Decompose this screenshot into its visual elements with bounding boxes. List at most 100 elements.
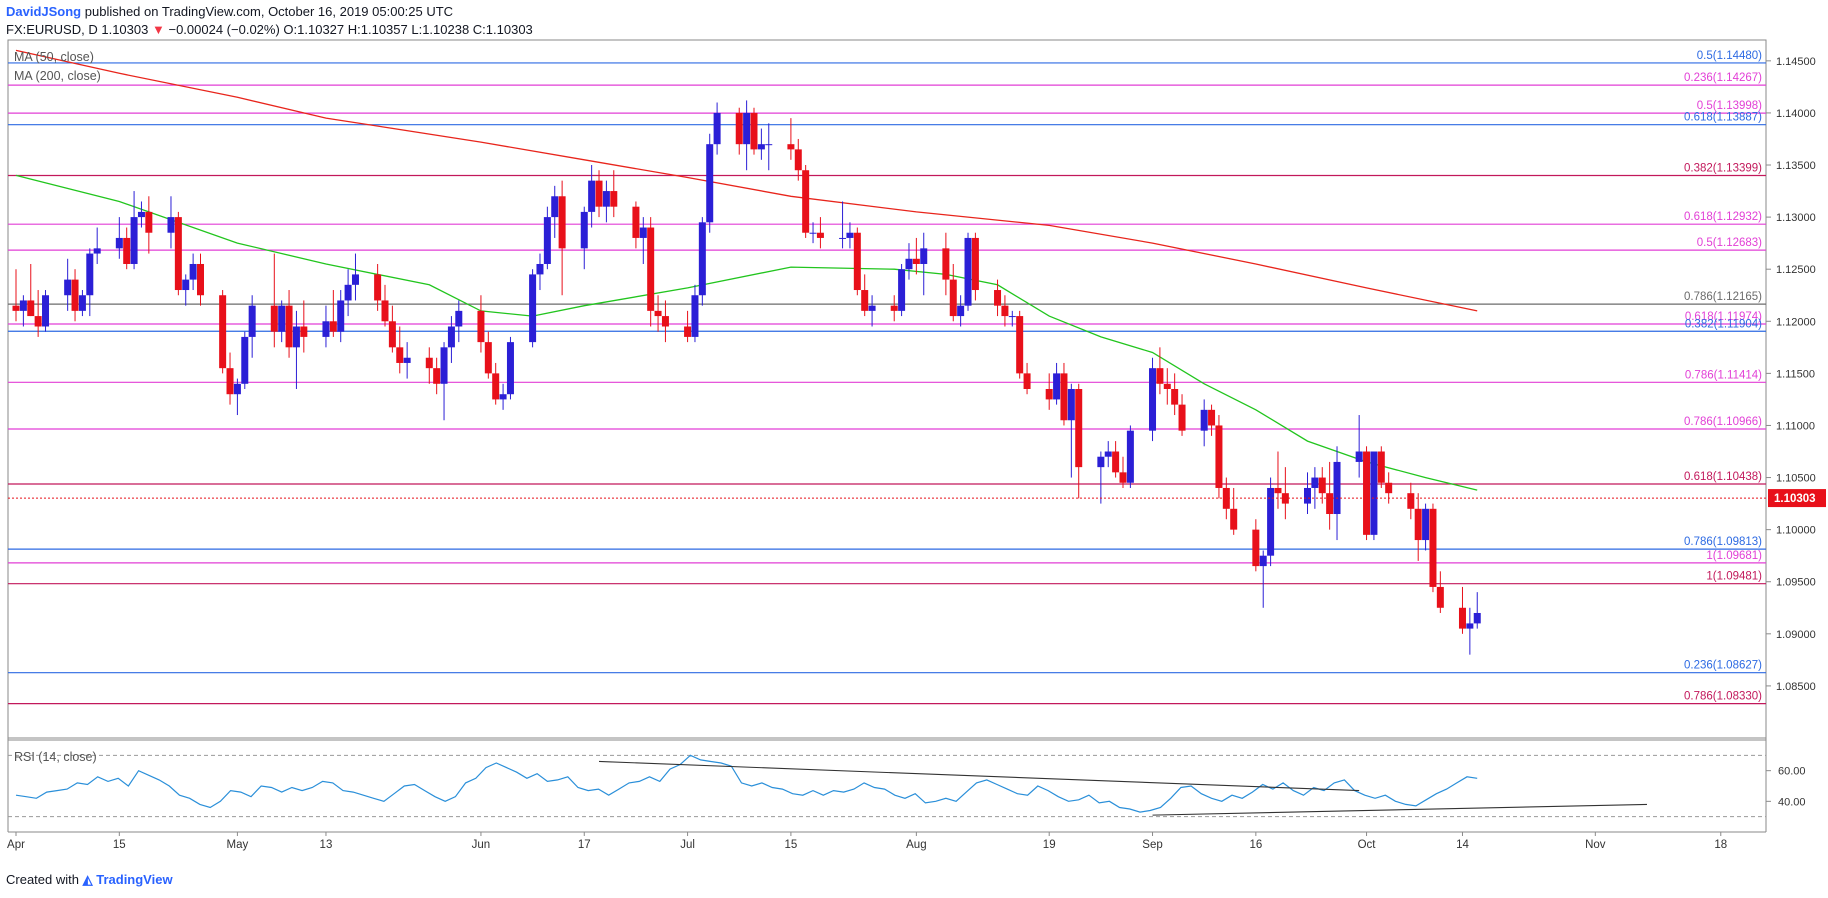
candle-body bbox=[698, 222, 706, 296]
candle bbox=[971, 232, 979, 301]
candle-body bbox=[182, 279, 190, 291]
price-tick-label: 1.11000 bbox=[1776, 420, 1815, 432]
rsi-line bbox=[15, 754, 1478, 813]
candle-body bbox=[329, 321, 337, 332]
fib-level-label: 0.382(1.13399) bbox=[1684, 163, 1762, 175]
candle bbox=[1259, 550, 1267, 608]
candle-body bbox=[543, 217, 551, 264]
candle-body bbox=[1045, 389, 1053, 400]
candle-body bbox=[42, 295, 50, 327]
candle-body bbox=[34, 316, 42, 327]
tradingview-brand[interactable]: TradingView bbox=[96, 872, 173, 887]
candle-body bbox=[248, 305, 256, 337]
candle-body bbox=[440, 347, 448, 384]
candle-body bbox=[425, 357, 433, 369]
candle bbox=[1119, 456, 1127, 488]
candle bbox=[145, 196, 153, 254]
candle-body bbox=[713, 112, 721, 145]
candle-body bbox=[1171, 389, 1179, 405]
candle bbox=[440, 342, 448, 421]
author-link[interactable]: DavidJSong bbox=[6, 4, 82, 19]
fib-level-label: 0.786(1.10966) bbox=[1684, 416, 1762, 428]
candle bbox=[1112, 441, 1120, 478]
candle-body bbox=[1222, 487, 1230, 509]
candle bbox=[691, 284, 699, 343]
candle bbox=[433, 357, 441, 395]
fib-level-label: 0.382(1.11904) bbox=[1685, 318, 1762, 330]
candle bbox=[1363, 446, 1371, 541]
rsi-legend[interactable]: RSI (14, close) bbox=[14, 750, 97, 764]
candle bbox=[602, 180, 610, 223]
candle bbox=[1016, 310, 1024, 379]
candle-body bbox=[499, 394, 507, 400]
candle-body bbox=[647, 227, 655, 311]
candle-body bbox=[1252, 529, 1260, 567]
candle bbox=[123, 227, 131, 270]
candle-body bbox=[506, 342, 514, 395]
candle-body bbox=[942, 248, 950, 280]
candle bbox=[506, 336, 514, 400]
candle bbox=[1171, 373, 1179, 416]
candle-body bbox=[1422, 508, 1430, 541]
candle-body bbox=[743, 112, 751, 145]
candle-body bbox=[1149, 368, 1157, 431]
ma50-legend[interactable]: MA (50, close) bbox=[14, 50, 94, 64]
candle-body bbox=[1178, 404, 1186, 431]
fib-level-label: 1(1.09481) bbox=[1706, 571, 1762, 583]
candle bbox=[130, 191, 138, 270]
candle-body bbox=[964, 237, 972, 306]
price-tick-label: 1.11500 bbox=[1776, 368, 1815, 380]
candle-body bbox=[93, 248, 101, 254]
last-price-tag bbox=[1768, 489, 1826, 508]
candle-body bbox=[853, 232, 861, 291]
candle-body bbox=[735, 112, 743, 145]
candle bbox=[1149, 357, 1157, 442]
candle-body bbox=[1060, 373, 1068, 421]
candle bbox=[536, 253, 544, 291]
time-tick-label: 13 bbox=[320, 839, 333, 851]
time-tick-label: Jun bbox=[472, 839, 491, 851]
candle bbox=[477, 295, 485, 353]
candle bbox=[551, 185, 559, 238]
candle bbox=[957, 295, 965, 327]
ma200-legend[interactable]: MA (200, close) bbox=[14, 69, 101, 83]
candle-body bbox=[1016, 316, 1024, 374]
candle-body bbox=[167, 217, 175, 233]
candle bbox=[743, 100, 751, 171]
fib-level-label: 0.786(1.12165) bbox=[1684, 291, 1762, 303]
candle bbox=[1318, 467, 1326, 504]
candle bbox=[765, 123, 773, 171]
candle-body bbox=[197, 263, 204, 296]
candle-body bbox=[189, 263, 197, 280]
candle bbox=[182, 274, 190, 306]
fib-level-label: 0.618(1.11974) bbox=[1685, 311, 1762, 323]
candle-body bbox=[1104, 451, 1112, 457]
candle bbox=[484, 331, 492, 379]
candle bbox=[735, 107, 743, 155]
candle bbox=[1075, 383, 1083, 499]
candle bbox=[34, 290, 42, 337]
price-pane-frame bbox=[7, 39, 1767, 739]
rsi-tick-label: 40.00 bbox=[1778, 796, 1806, 808]
candle-body bbox=[890, 305, 898, 311]
candle bbox=[71, 269, 79, 322]
candle bbox=[846, 222, 854, 249]
candle bbox=[920, 232, 928, 296]
candle-body bbox=[344, 284, 352, 301]
created-with-text: Created with bbox=[6, 872, 79, 887]
candle-body bbox=[957, 305, 965, 317]
candle-body bbox=[1414, 508, 1422, 541]
candle bbox=[1429, 503, 1437, 593]
candle-body bbox=[1126, 430, 1134, 483]
candle-body bbox=[396, 347, 404, 363]
candle bbox=[174, 211, 182, 296]
candle-body bbox=[750, 112, 758, 150]
candle-body bbox=[1112, 451, 1120, 473]
candle-body bbox=[861, 290, 869, 311]
candle-body bbox=[588, 180, 596, 212]
candle bbox=[647, 217, 655, 327]
candle bbox=[529, 269, 537, 348]
candle-body bbox=[1370, 451, 1378, 535]
candle bbox=[1436, 571, 1444, 613]
candle bbox=[713, 102, 721, 155]
